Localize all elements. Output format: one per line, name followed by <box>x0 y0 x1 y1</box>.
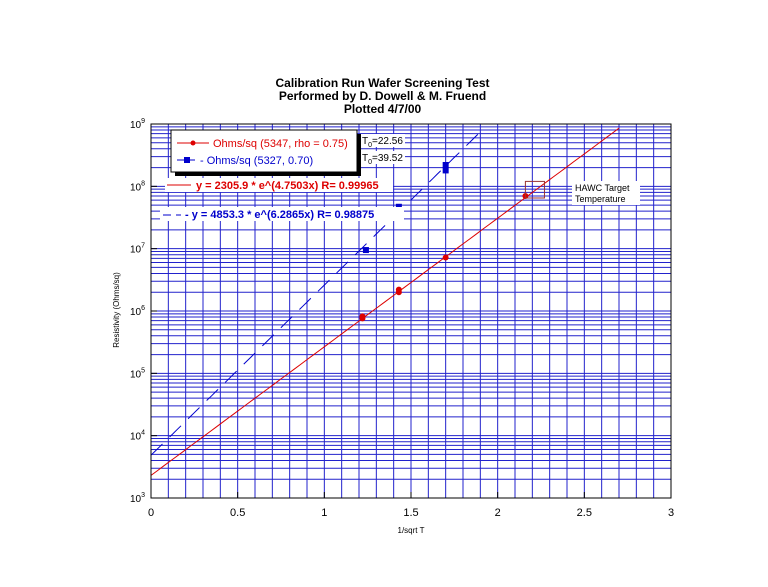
y-tick-label: 107 <box>130 243 145 256</box>
hawc-target-label: HAWC Target <box>575 183 630 193</box>
hawc-target-box <box>524 180 545 199</box>
data-points <box>359 161 529 322</box>
y-tick-label: 106 <box>130 305 145 318</box>
fit-equation-blue: - y = 4853.3 * e^(6.2865x) R= 0.98875 <box>185 209 374 221</box>
chart-title-line-3: Plotted 4/7/00 <box>343 102 422 116</box>
x-tick-label: 1.5 <box>403 507 418 519</box>
hawc-temperature-label: Temperature <box>575 194 626 204</box>
legend-box <box>170 129 358 173</box>
fit-label-blue: - y = 4853.3 * e^(6.2865x) R= 0.98875 <box>160 207 404 221</box>
y-axis-label: Resistivity (Ohms/sq) <box>112 272 121 348</box>
data-point-blue <box>442 167 449 174</box>
x-tick-label: 1 <box>321 507 327 519</box>
x-tick-label: 0 <box>148 507 154 519</box>
y-tick-label: 105 <box>130 367 145 380</box>
legend-marker-blue <box>184 157 190 163</box>
axis-ticks: 0 0.5 1 1.5 2 2.5 3 103 104 105 106 107 108 109 <box>130 118 674 519</box>
x-tick-label: 2 <box>495 507 501 519</box>
y-tick-label: 108 <box>130 180 145 193</box>
x-tick-label: 3 <box>668 507 674 519</box>
x-tick-label: 2.5 <box>577 507 592 519</box>
data-point-red <box>442 254 449 261</box>
y-tick-label: 103 <box>130 492 145 505</box>
legend-marker-red <box>190 140 196 146</box>
fit-equation-red: y = 2305.9 * e^(4.7503x) R= 0.99965 <box>196 180 379 192</box>
data-point-blue <box>362 247 369 254</box>
legend-label-red: Ohms/sq (5347, rho = 0.75) <box>213 138 348 150</box>
t0-red-label: T0=22.56 <box>362 136 403 149</box>
t0-blue-label: T0=39.52 <box>362 153 403 166</box>
x-tick-label: 0.5 <box>230 507 245 519</box>
legend-label-blue: - Ohms/sq (5327, 0.70) <box>200 155 313 167</box>
chart-title-line-2: Performed by D. Dowell & M. Fruend <box>278 89 487 103</box>
data-point-red <box>359 313 366 320</box>
fit-lines <box>150 127 620 476</box>
legend: Ohms/sq (5347, rho = 0.75) - Ohms/sq (53… <box>170 129 361 176</box>
fit-label-red: y = 2305.9 * e^(4.7503x) R= 0.99965 <box>165 178 393 192</box>
chart-title-line-1: Calibration Run Wafer Screening Test <box>275 76 490 90</box>
fit-line-red <box>150 127 620 476</box>
data-point-blue <box>395 203 402 210</box>
y-tick-label: 104 <box>130 430 145 443</box>
y-tick-label: 109 <box>130 118 145 131</box>
data-point-blue <box>442 161 449 168</box>
data-point-red <box>395 286 402 293</box>
x-axis-label: 1/sqrt T <box>398 526 425 535</box>
